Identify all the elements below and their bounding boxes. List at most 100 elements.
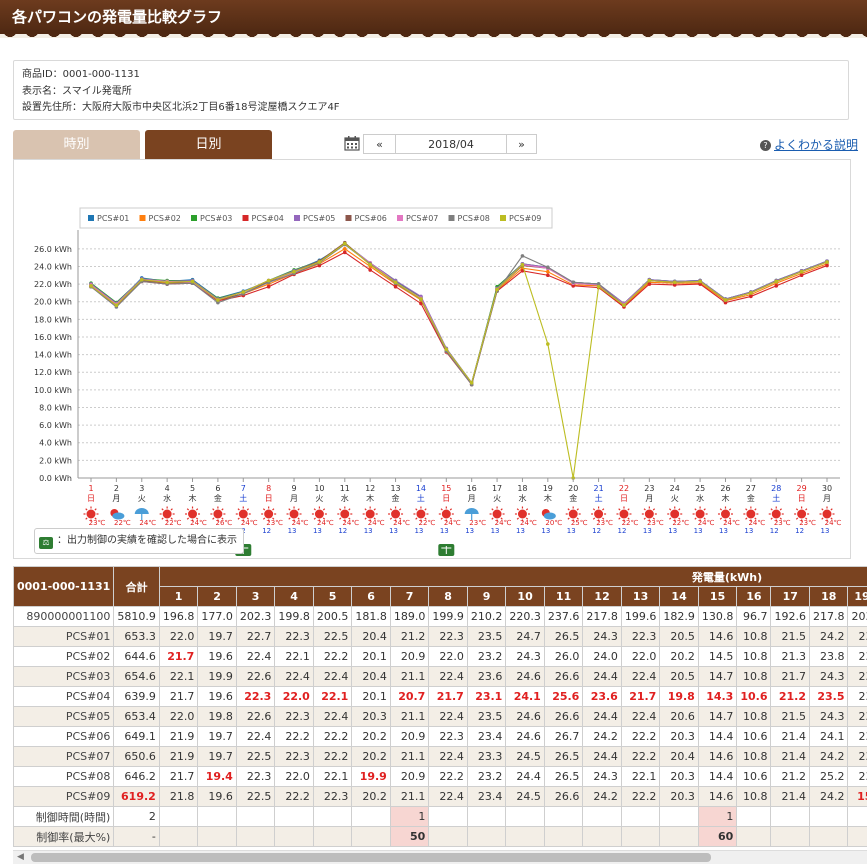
table-cell xyxy=(543,826,584,847)
sun-icon xyxy=(86,509,96,519)
data-point-PCS#09 xyxy=(292,269,296,274)
sun-ray xyxy=(703,517,706,520)
data-point-PCS#08 xyxy=(520,254,525,258)
help-link[interactable]: ? よくわかる説明 xyxy=(760,136,858,153)
temp-high: 23℃ xyxy=(89,519,106,527)
table-cell: 130.8 xyxy=(697,606,738,627)
data-point-PCS#09 xyxy=(546,342,550,346)
table-cell: 21.7 xyxy=(158,646,199,667)
table-cell: 21.7 xyxy=(770,666,810,687)
table-row: PCS#07 650.6 21.9 19.7 22.5 22.3 22.2 20.2 21.1 2… xyxy=(13,746,867,767)
table-cell: 19.6 xyxy=(197,786,237,807)
data-point-PCS#02 xyxy=(342,247,347,251)
table-row: PCS#01 653.3 22.0 19.7 22.7 22.3 22.5 20.4 21.2 2… xyxy=(13,626,867,647)
series-line-PCS#09 xyxy=(90,242,828,479)
weekday-label: 水 xyxy=(163,493,171,503)
x-tick-label: 27 xyxy=(746,484,756,493)
table-cell: 21.7 xyxy=(158,686,199,707)
data-point-PCS#09 xyxy=(469,381,474,385)
temp-high: 22℃ xyxy=(419,519,436,527)
table-cell xyxy=(582,826,622,847)
data-point-PCS#04 xyxy=(317,263,322,268)
data-point-PCS#04 xyxy=(698,282,702,286)
sun-ray xyxy=(821,508,824,511)
sun-ray xyxy=(830,508,833,511)
x-tick-label: 1 xyxy=(88,484,93,493)
curtailment-note: ⚖ ：出力制御の実績を確認した場合に表示 xyxy=(34,528,244,554)
table-cell: 19.6 xyxy=(197,686,237,707)
sun-ray xyxy=(237,517,240,520)
table-cell: 10.8 xyxy=(736,786,772,807)
table-cell: 20.6 xyxy=(659,706,699,727)
table-cell: 24.0 xyxy=(582,646,622,667)
table-cell: 23 xyxy=(847,666,867,687)
temp-low: 13 xyxy=(668,527,677,535)
table-cell: 200.5 xyxy=(312,606,353,627)
temp-high: 26℃ xyxy=(216,519,233,527)
table-cell: 182.9 xyxy=(659,606,699,627)
sun-icon xyxy=(441,509,451,519)
data-point-PCS#08 xyxy=(596,282,601,286)
sun-ray xyxy=(576,508,579,511)
prev-month-button[interactable]: « xyxy=(363,134,396,154)
table-cell: 22.0 xyxy=(620,646,661,667)
sun-ray xyxy=(339,508,342,511)
day-header: 13 xyxy=(620,586,661,607)
temp-high: 24℃ xyxy=(342,519,359,527)
row-label: 制御時間(時間) xyxy=(13,806,115,827)
sun-ray xyxy=(415,508,418,511)
table-cell: 20.5 xyxy=(659,666,699,687)
temp-high: 24℃ xyxy=(444,519,461,527)
calendar-icon[interactable] xyxy=(344,135,360,151)
tab-hourly[interactable]: 時別 xyxy=(13,130,140,159)
sun-ray xyxy=(364,508,367,511)
sun-ray xyxy=(500,508,503,511)
temp-low: 13 xyxy=(643,527,652,535)
legend-swatch-PCS#04 xyxy=(242,215,249,221)
temp-low: 13 xyxy=(440,527,449,535)
table-cell: 23.5 xyxy=(466,706,507,727)
sun-icon xyxy=(238,509,248,519)
sun-ray xyxy=(440,508,443,511)
data-point-PCS#09 xyxy=(89,284,93,288)
table-cell: 24.6 xyxy=(505,706,545,727)
umbrella-icon xyxy=(134,508,149,514)
next-month-button[interactable]: » xyxy=(506,134,537,154)
month-field[interactable]: 2018/04 xyxy=(395,134,507,154)
table-cell: 21.1 xyxy=(389,706,430,727)
horizontal-scrollbar[interactable]: ◀ xyxy=(13,850,867,864)
table-cell: 22.1 xyxy=(620,766,661,787)
data-point-PCS#09 xyxy=(723,298,728,302)
scroll-left-icon[interactable]: ◀ xyxy=(17,852,24,862)
temp-low: 13 xyxy=(821,527,830,535)
legend-label-PCS#06: PCS#06 xyxy=(355,214,387,223)
table-cell xyxy=(505,826,545,847)
table-cell xyxy=(312,826,353,847)
table-cell: 181.8 xyxy=(351,606,391,627)
power-chart: PCS#01 PCS#02 PCS#03 PCS#04 PCS#05 PCS#06 PCS#… xyxy=(34,207,842,556)
table-cell: 21.4 xyxy=(770,726,810,747)
table-cell: 24.1 xyxy=(808,726,849,747)
table-cell xyxy=(770,806,810,827)
sun-ray xyxy=(795,517,799,520)
data-point-PCS#09 xyxy=(114,303,119,308)
scrollbar-thumb[interactable] xyxy=(31,853,711,862)
table-cell: 20.2 xyxy=(351,786,391,807)
table-cell: 199.6 xyxy=(620,606,661,627)
table-cell: 24.7 xyxy=(505,626,545,647)
sun-ray xyxy=(322,508,326,511)
sun-ray xyxy=(440,517,443,520)
data-point-PCS#09 xyxy=(241,290,246,294)
temp-high: 24℃ xyxy=(698,519,715,527)
row-label: PCS#08 xyxy=(13,766,115,787)
x-tick-label: 8 xyxy=(266,484,271,493)
x-tick-label: 10 xyxy=(314,484,324,493)
sun-icon xyxy=(619,509,629,519)
table-cell: 25.2 xyxy=(808,766,849,787)
tab-daily[interactable]: 日別 xyxy=(145,130,272,159)
sun-ray xyxy=(389,508,393,511)
table-cell: 24.6 xyxy=(505,666,545,687)
weekday-label: 水 xyxy=(341,493,349,503)
temp-high: 23℃ xyxy=(266,519,283,527)
data-table-wrap: 0001-000-1131 合計 発電量(kWh) 1 2 3 4 5 6 7 8 9 10 11 12 13… xyxy=(13,566,867,848)
